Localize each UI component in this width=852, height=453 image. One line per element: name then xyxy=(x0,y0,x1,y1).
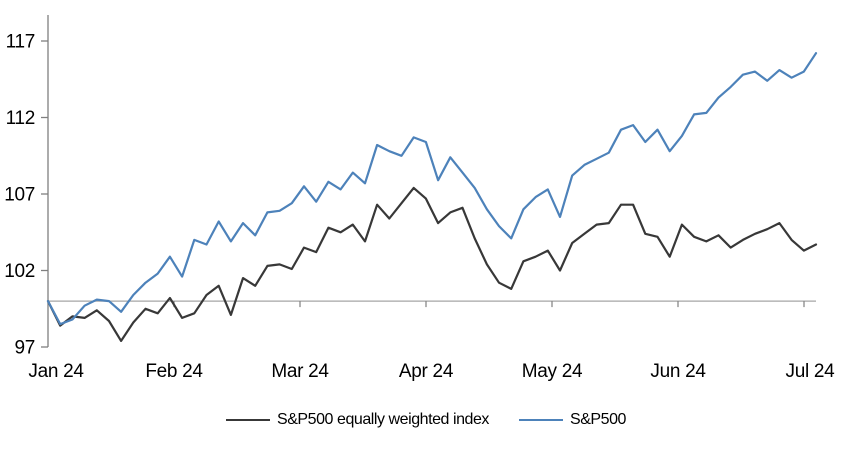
y-tick-label: 112 xyxy=(6,108,35,129)
y-tick-label: 107 xyxy=(4,185,35,206)
y-tick-label: 97 xyxy=(14,338,35,359)
legend-label-sp500: S&P500 xyxy=(569,411,626,428)
legend-item-sp500: S&P500 xyxy=(518,409,626,431)
y-axis: 97 102 107 112 117 xyxy=(4,15,49,359)
x-baseline-axis: Jan 24 Feb 24 Mar 24 Apr 24 May 24 Jun 24 Jul … xyxy=(28,300,836,382)
x-tick-label: Jul 24 xyxy=(786,361,836,382)
y-tick-label: 102 xyxy=(4,261,35,282)
x-tick-label: Jan 24 xyxy=(28,361,84,382)
x-tick-label: Apr 24 xyxy=(399,361,454,382)
series-line-equal-weight xyxy=(46,186,818,342)
x-tick-label: Feb 24 xyxy=(145,361,203,382)
y-tick-label: 117 xyxy=(6,32,35,53)
legend: S&P500 equally weighted index S&P500 xyxy=(0,409,852,431)
series-line-sp500 xyxy=(46,52,818,326)
x-tick-label: Mar 24 xyxy=(271,361,329,382)
legend-line-sp500-icon xyxy=(518,419,563,421)
legend-label-equal-weight: S&P500 equally weighted index xyxy=(276,411,489,428)
x-tick-label: May 24 xyxy=(522,361,583,382)
x-tick-label: Jun 24 xyxy=(650,361,706,382)
legend-item-equal-weight: S&P500 equally weighted index xyxy=(225,409,489,431)
series-lines xyxy=(46,52,818,342)
legend-line-equal-weight-icon xyxy=(225,419,270,421)
